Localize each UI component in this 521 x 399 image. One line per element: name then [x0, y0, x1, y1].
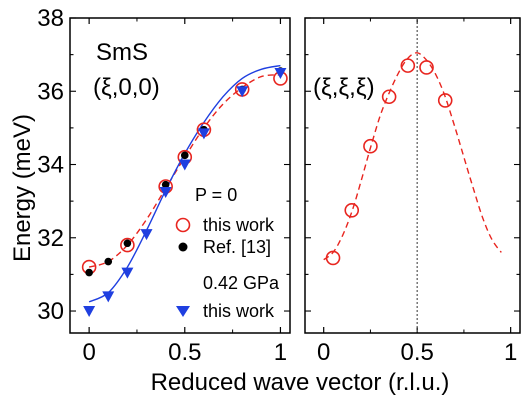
x-tick-label: 0.5: [400, 339, 433, 366]
data-point-triangle: [83, 306, 95, 317]
data-point-filled-circle: [181, 152, 189, 160]
data-point-filled-circle: [85, 269, 93, 277]
sample-label: SmS: [96, 39, 148, 66]
legend-group2-title: 0.42 GPa: [203, 273, 280, 293]
left-panel-direction-label: (ξ,0,0): [93, 74, 160, 101]
right-panel-frame: [305, 18, 520, 333]
x-tick-label: 0.5: [168, 339, 201, 366]
right-panel-ticks: [305, 18, 520, 333]
x-axis-title: Reduced wave vector (r.l.u.): [151, 369, 450, 396]
data-point-triangle: [236, 86, 248, 97]
fit-curve-solid: [89, 66, 280, 302]
data-point-triangle: [102, 291, 114, 302]
legend-entry3-label: this work: [203, 301, 275, 321]
data-point-filled-circle: [104, 258, 112, 266]
legend-open-circle-marker: [177, 219, 190, 232]
legend-group1-title: P = 0: [195, 185, 237, 205]
x-tick-label: 1: [504, 339, 517, 366]
y-tick-label: 32: [37, 225, 64, 252]
x-tick-label: 1: [274, 339, 287, 366]
legend: P = 0 this work Ref. [13] 0.42 GPa this …: [176, 185, 280, 321]
right-panel-direction-label: (ξ,ξ,ξ): [313, 74, 375, 101]
data-point-filled-circle: [124, 239, 132, 247]
y-axis-title: Energy (meV): [9, 114, 36, 262]
legend-triangle-marker: [176, 306, 190, 317]
y-tick-label: 36: [37, 78, 64, 105]
legend-filled-circle-marker: [179, 243, 188, 252]
x-tick-label: 0: [317, 339, 330, 366]
legend-entry2-label: Ref. [13]: [203, 237, 271, 257]
y-tick-label: 30: [37, 298, 64, 325]
left-panel-fit-curves: [89, 66, 280, 302]
legend-entry1-label: this work: [203, 215, 275, 235]
data-point-open-circle: [345, 204, 358, 217]
y-tick-label: 34: [37, 152, 64, 179]
x-tick-label: 0: [82, 339, 95, 366]
y-tick-label: 38: [37, 5, 64, 32]
